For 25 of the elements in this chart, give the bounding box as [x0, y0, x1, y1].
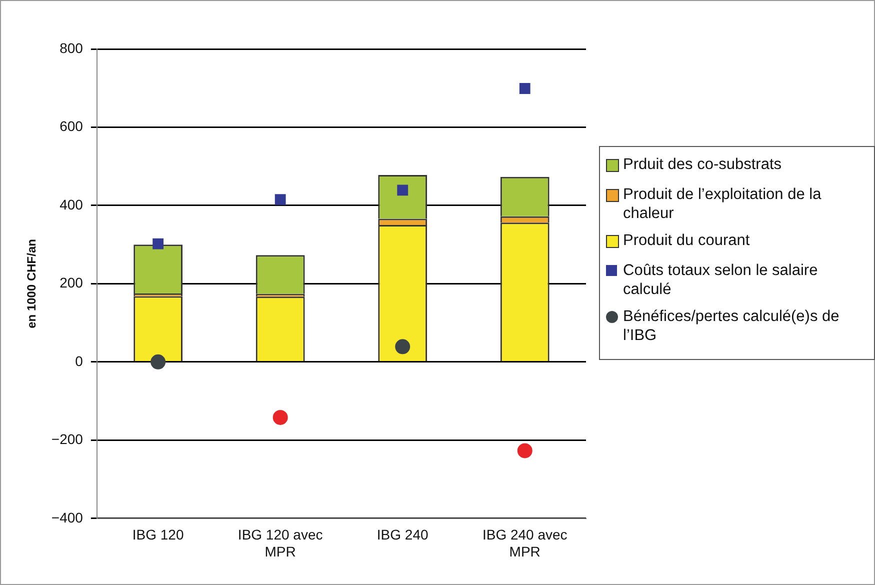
- y-tick-label: 600: [60, 118, 84, 134]
- y-axis-title: en 1000 CHF/an: [24, 239, 39, 328]
- point: [272, 410, 288, 425]
- x-tick-label: IBG 240 avec MPR: [482, 526, 568, 560]
- x-tick-label: IBG 240: [376, 526, 428, 543]
- y-tick-label: −200: [51, 431, 84, 448]
- point: [395, 339, 410, 354]
- x-tick-label: IBG 120: [132, 526, 184, 543]
- x-tick-label: IBG 120 avec MPR: [238, 526, 323, 560]
- y-tick-label: 800: [60, 40, 84, 56]
- point: [274, 194, 286, 206]
- point: [152, 238, 164, 250]
- y-tick-label: −400: [51, 509, 84, 526]
- y-tick-label: 400: [60, 196, 84, 212]
- legend-label: Produit du courant: [623, 231, 750, 251]
- legend-label: Produit de l’exploitation de la chaleur: [623, 185, 822, 223]
- point: [517, 443, 532, 458]
- point: [519, 83, 530, 94]
- point: [150, 354, 166, 370]
- y-tick-label: 0: [75, 352, 84, 369]
- point: [397, 184, 408, 196]
- legend-label: Prduit des co-substrats: [623, 155, 782, 175]
- y-tick-label: 200: [60, 274, 84, 291]
- legend-label: Coûts totaux selon le salaire calculé: [623, 261, 819, 299]
- legend-label: Bénéfices/pertes calculé(e)s de l’IBG: [623, 307, 840, 345]
